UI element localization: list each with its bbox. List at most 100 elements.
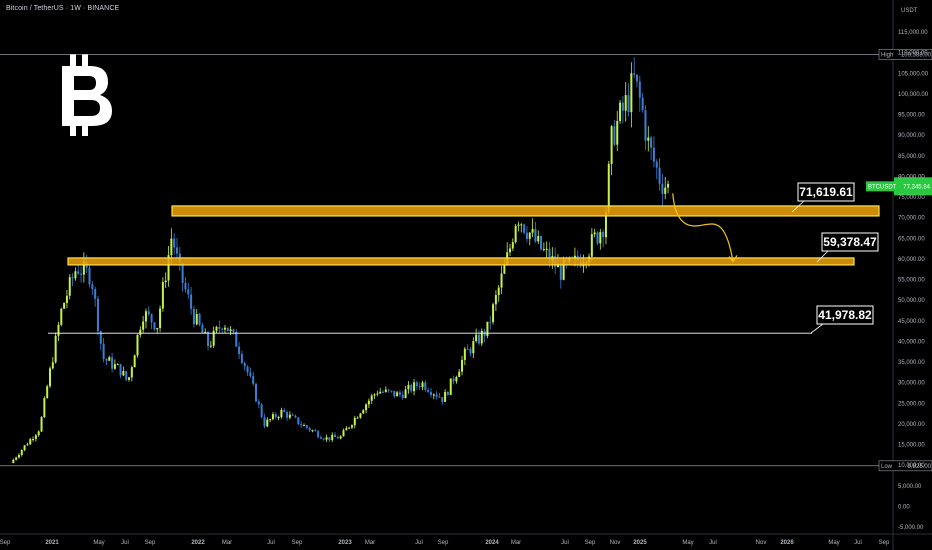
candle-body <box>396 392 399 397</box>
x-tick-label: 2022 <box>191 540 205 546</box>
candle-body <box>20 450 23 455</box>
candle-body <box>590 234 593 257</box>
candle-body <box>26 444 29 446</box>
candle-body <box>393 390 396 397</box>
candle-body <box>667 183 670 188</box>
y-tick-label: 5,000.00 <box>898 484 922 490</box>
high-marker-label: High <box>881 52 893 58</box>
candle-body <box>350 425 353 428</box>
candle-body <box>77 271 80 274</box>
candle-body <box>111 357 114 369</box>
level-callout-line <box>816 250 829 263</box>
price-axis: USDT 115,000.00 110,000.00 105,000.00 100,00… <box>898 8 929 531</box>
candle-body <box>365 404 368 411</box>
candle-body <box>596 232 599 244</box>
y-tick-label: 0.00 <box>898 504 910 510</box>
candle-body <box>249 372 252 377</box>
candle-body <box>427 390 430 393</box>
y-tick-label: 10,000.00 <box>898 463 925 469</box>
candle-body <box>280 409 283 418</box>
candle-body <box>240 353 243 363</box>
candle-body <box>644 110 647 141</box>
candle-body <box>54 335 57 363</box>
candle-body <box>74 271 77 279</box>
candle-body <box>435 394 438 397</box>
candle-body <box>34 435 37 439</box>
x-tick-label: Nov <box>756 540 767 546</box>
y-tick-label: 75,000.00 <box>898 195 925 201</box>
candle-body <box>624 95 627 111</box>
candle-body <box>302 425 305 427</box>
candle-body <box>658 167 661 184</box>
y-tick-label: 85,000.00 <box>898 154 925 160</box>
candle-body <box>164 280 167 283</box>
candle-body <box>238 346 241 354</box>
candle-body <box>147 311 150 315</box>
x-tick-label: Nov <box>610 540 621 546</box>
candle-body <box>207 331 210 347</box>
candle-body <box>209 345 212 347</box>
candle-body <box>390 390 393 392</box>
candle-body <box>229 329 232 332</box>
candle-body <box>167 255 170 281</box>
candle-body <box>221 328 224 330</box>
candle-body <box>466 348 469 350</box>
candle-body <box>291 414 294 416</box>
candle-body <box>283 409 286 413</box>
x-tick-label: Jul <box>561 540 569 546</box>
candle-body <box>192 308 195 325</box>
candle-body <box>136 334 139 356</box>
candle-body <box>636 74 638 82</box>
candle-body <box>599 231 602 244</box>
y-tick-label: 65,000.00 <box>898 236 925 242</box>
candle-body <box>246 366 249 373</box>
candle-body <box>308 427 311 431</box>
candle-body <box>384 389 387 392</box>
candle-body <box>438 396 441 398</box>
candle-body <box>534 228 537 242</box>
candle-body <box>593 232 596 235</box>
candle-body <box>255 383 258 402</box>
last-price-value: 77,345.84 <box>903 184 930 190</box>
candle-body <box>548 248 551 262</box>
candle-body <box>415 382 418 387</box>
x-tick-label: Jul <box>121 540 129 546</box>
candle-body <box>520 224 523 226</box>
candle-body <box>108 357 111 361</box>
candle-body <box>458 371 461 377</box>
candle-body <box>633 73 636 75</box>
level-label: 71,619.61 <box>799 185 853 199</box>
bitcoin-logo-icon <box>62 54 112 136</box>
candle-body <box>353 417 356 426</box>
x-tick-label: Jul <box>267 540 275 546</box>
candle-body <box>348 427 351 429</box>
candle-body <box>91 284 94 290</box>
y-tick-label: 45,000.00 <box>898 319 925 325</box>
level-label: 59,378.47 <box>823 235 877 249</box>
candle-body <box>616 120 619 145</box>
candle-body <box>314 430 317 432</box>
candle-body <box>133 355 136 368</box>
candle-body <box>102 343 105 359</box>
candle-body <box>156 328 159 330</box>
x-tick-label: May <box>93 540 104 546</box>
y-tick-label: 70,000.00 <box>898 216 925 222</box>
level-label-box <box>797 182 855 202</box>
candle-body <box>235 331 238 347</box>
candle-body <box>218 326 221 329</box>
candle-body <box>664 187 667 194</box>
candle-body <box>128 377 131 380</box>
candle-body <box>638 81 641 98</box>
y-tick-label: 30,000.00 <box>898 381 925 387</box>
candle-body <box>334 434 337 438</box>
candle-body <box>469 348 472 354</box>
x-tick-label: 2024 <box>485 540 499 546</box>
candle-body <box>82 261 85 275</box>
candle-body <box>607 163 610 213</box>
candle-body <box>195 314 198 325</box>
candle-body <box>641 97 644 111</box>
y-tick-label: 110,000.00 <box>898 51 928 57</box>
candle-body <box>441 397 444 402</box>
candle-body <box>29 439 32 445</box>
